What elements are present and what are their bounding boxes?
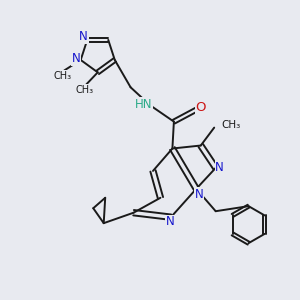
Text: N: N: [215, 161, 224, 174]
Text: HN: HN: [135, 98, 152, 110]
Text: N: N: [72, 52, 81, 65]
Text: N: N: [166, 215, 175, 228]
Text: O: O: [196, 101, 206, 114]
Text: N: N: [195, 188, 204, 201]
Text: CH₃: CH₃: [76, 85, 94, 95]
Text: CH₃: CH₃: [222, 120, 241, 130]
Text: N: N: [79, 31, 88, 44]
Text: CH₃: CH₃: [54, 71, 72, 81]
